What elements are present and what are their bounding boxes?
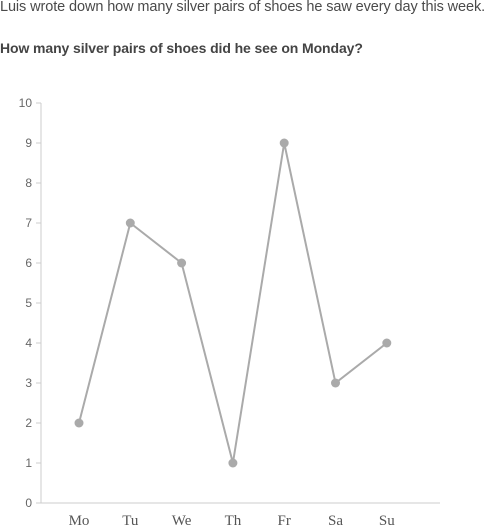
x-tick-label: Sa bbox=[328, 513, 343, 527]
x-tick-label: Su bbox=[379, 513, 395, 527]
y-tick-label: 0 bbox=[25, 496, 32, 510]
y-tick-label: 4 bbox=[25, 336, 32, 350]
y-tick-label: 6 bbox=[25, 256, 32, 270]
x-tick-label: Fr bbox=[278, 513, 291, 527]
data-point bbox=[382, 338, 392, 348]
intro-text: Luis wrote down how many silver pairs of… bbox=[0, 0, 486, 15]
x-axis: Mo Tu We Th Fr Sa Su bbox=[41, 502, 440, 527]
x-tick-label: Mo bbox=[69, 513, 90, 527]
data-point bbox=[125, 218, 135, 228]
y-tick-label: 9 bbox=[25, 136, 32, 150]
series-line bbox=[78, 142, 388, 464]
x-tick-label: We bbox=[172, 513, 192, 527]
y-tick-label: 3 bbox=[25, 376, 32, 390]
y-tick-label: 2 bbox=[25, 416, 32, 430]
y-tick-label: 5 bbox=[25, 296, 32, 310]
y-tick-label: 1 bbox=[25, 456, 32, 470]
y-tick-label: 10 bbox=[19, 96, 33, 110]
data-point bbox=[331, 378, 340, 388]
data-point bbox=[74, 418, 84, 428]
data-point bbox=[177, 258, 187, 268]
data-point bbox=[228, 458, 238, 468]
y-tick-label: 8 bbox=[25, 176, 32, 190]
series-line-group bbox=[78, 142, 388, 464]
x-tick-label: Th bbox=[225, 513, 242, 527]
y-axis: 0 1 2 3 4 5 6 7 8 9 10 bbox=[19, 96, 42, 510]
points-group bbox=[74, 138, 392, 468]
y-tick-label: 7 bbox=[25, 216, 32, 230]
question-text: How many silver pairs of shoes did he se… bbox=[0, 40, 363, 56]
data-point bbox=[279, 138, 289, 148]
x-tick-label: Tu bbox=[122, 513, 139, 527]
